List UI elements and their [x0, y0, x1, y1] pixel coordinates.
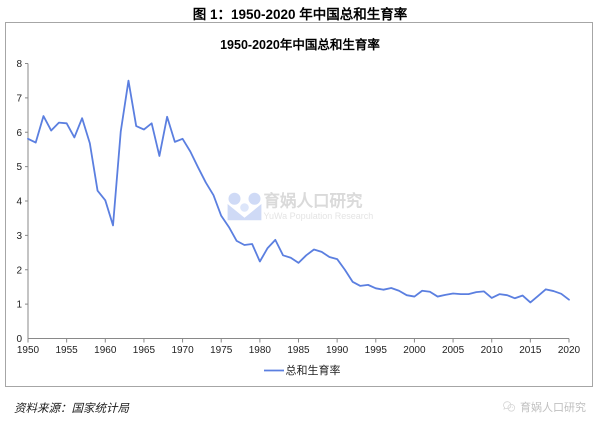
svg-text:2015: 2015	[519, 345, 542, 356]
svg-text:1980: 1980	[249, 345, 272, 356]
svg-text:7: 7	[16, 94, 22, 105]
svg-text:2020: 2020	[558, 345, 581, 356]
svg-text:1: 1	[16, 300, 22, 311]
svg-text:1985: 1985	[287, 345, 310, 356]
svg-text:5: 5	[16, 162, 22, 173]
svg-text:8: 8	[16, 59, 22, 70]
svg-text:1975: 1975	[210, 345, 233, 356]
svg-text:1990: 1990	[326, 345, 349, 356]
svg-text:1960: 1960	[94, 345, 117, 356]
svg-text:1965: 1965	[133, 345, 156, 356]
svg-text:2000: 2000	[403, 345, 426, 356]
svg-text:2010: 2010	[481, 345, 504, 356]
svg-text:2005: 2005	[442, 345, 465, 356]
svg-text:6: 6	[16, 128, 22, 139]
svg-text:1950: 1950	[17, 345, 40, 356]
svg-text:1995: 1995	[365, 345, 388, 356]
svg-text:2: 2	[16, 265, 22, 276]
svg-text:总和生育率: 总和生育率	[286, 363, 341, 377]
svg-text:1970: 1970	[171, 345, 194, 356]
svg-text:4: 4	[16, 197, 22, 208]
svg-text:0: 0	[16, 334, 22, 345]
svg-text:3: 3	[16, 231, 22, 242]
svg-text:1955: 1955	[56, 345, 79, 356]
